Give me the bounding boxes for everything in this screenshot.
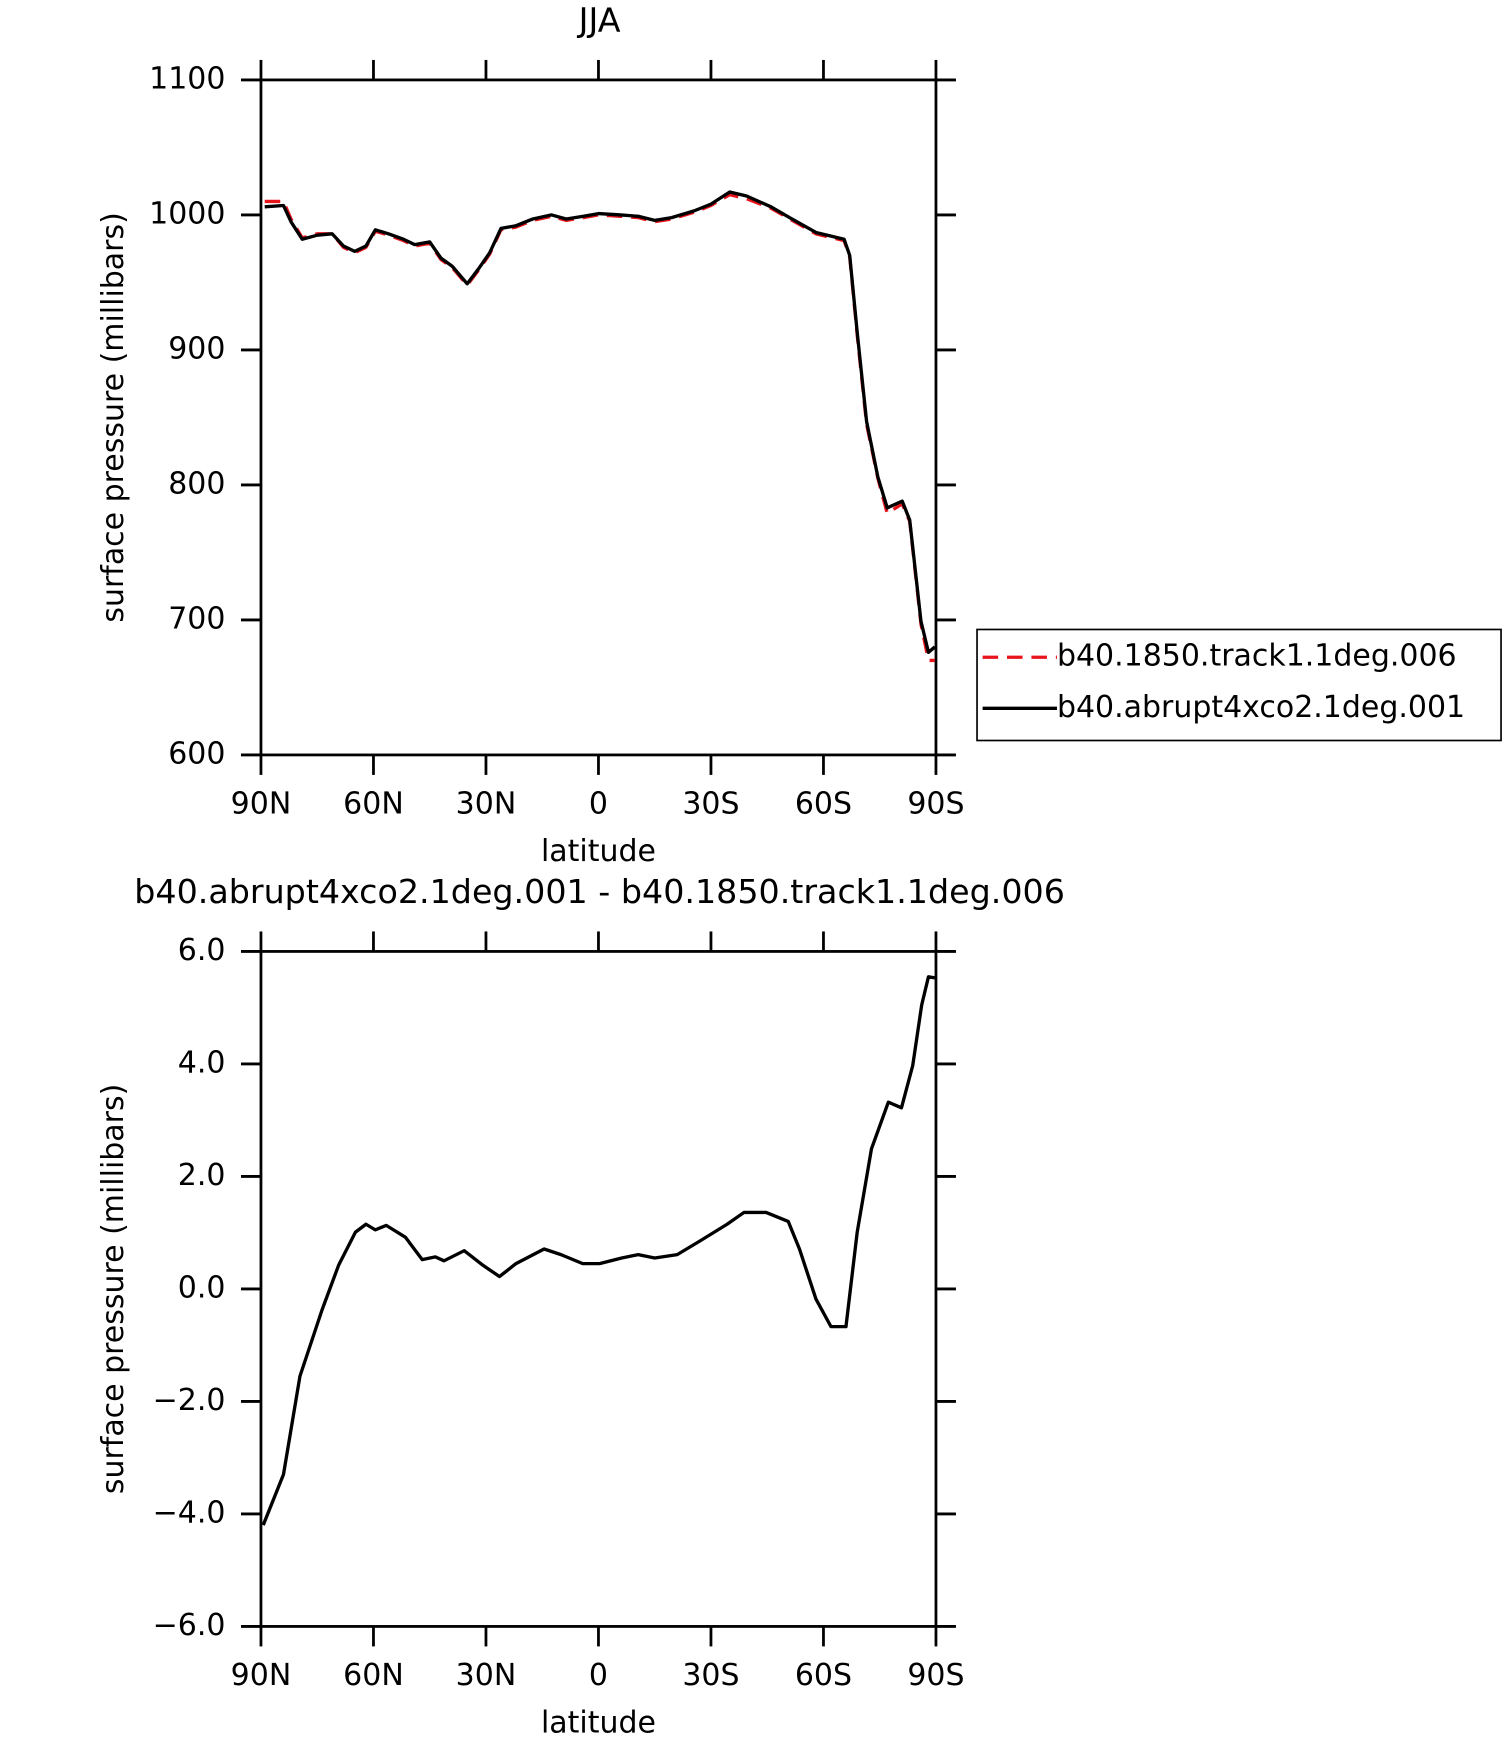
y-tick-label: 1100 [149, 61, 225, 96]
legend-label: b40.1850.track1.1deg.006 [1057, 639, 1457, 674]
x-tick-label: 30S [682, 786, 739, 821]
x-tick-label: 90N [231, 1658, 292, 1693]
chart-title: b40.abrupt4xco2.1deg.001 - b40.1850.trac… [134, 872, 1065, 911]
data-line [261, 975, 936, 1526]
data-line [264, 190, 936, 654]
y-tick-label: 700 [168, 601, 225, 636]
x-tick-label: 60S [795, 786, 852, 821]
x-tick-label: 90S [907, 786, 964, 821]
y-tick-label: 2.0 [178, 1158, 226, 1193]
data-line [264, 193, 935, 663]
x-tick-label: 90S [907, 1658, 964, 1693]
plot-frame [259, 78, 938, 757]
y-tick-label: 600 [168, 736, 225, 771]
y-tick-label: 900 [168, 331, 225, 366]
y-axis-label: surface pressure (millibars) [96, 212, 131, 622]
chart-title: JJA [577, 1, 621, 40]
x-tick-label: 60N [343, 1658, 404, 1693]
legend-label: b40.abrupt4xco2.1deg.001 [1057, 690, 1465, 725]
x-tick-label: 30N [456, 786, 517, 821]
x-tick-label: 60S [795, 1658, 852, 1693]
x-axis-label: latitude [541, 834, 656, 869]
y-tick-label: −6.0 [153, 1608, 226, 1643]
x-tick-label: 0 [589, 786, 608, 821]
x-axis-label: latitude [541, 1706, 656, 1741]
x-tick-label: 60N [343, 786, 404, 821]
y-axis-label: surface pressure (millibars) [96, 1084, 131, 1494]
y-tick-label: 0.0 [178, 1270, 226, 1305]
x-tick-label: 30S [682, 1658, 739, 1693]
y-tick-label: 4.0 [178, 1045, 226, 1080]
x-tick-label: 90N [231, 786, 292, 821]
y-tick-label: −4.0 [153, 1495, 226, 1530]
x-tick-label: 30N [456, 1658, 517, 1693]
x-tick-label: 0 [589, 1658, 608, 1693]
y-tick-label: 6.0 [178, 933, 226, 968]
y-tick-label: 1000 [149, 196, 225, 231]
y-tick-label: 800 [168, 466, 225, 501]
y-tick-label: −2.0 [153, 1383, 226, 1418]
plot-frame [259, 950, 938, 1628]
legend-box [976, 628, 1502, 742]
